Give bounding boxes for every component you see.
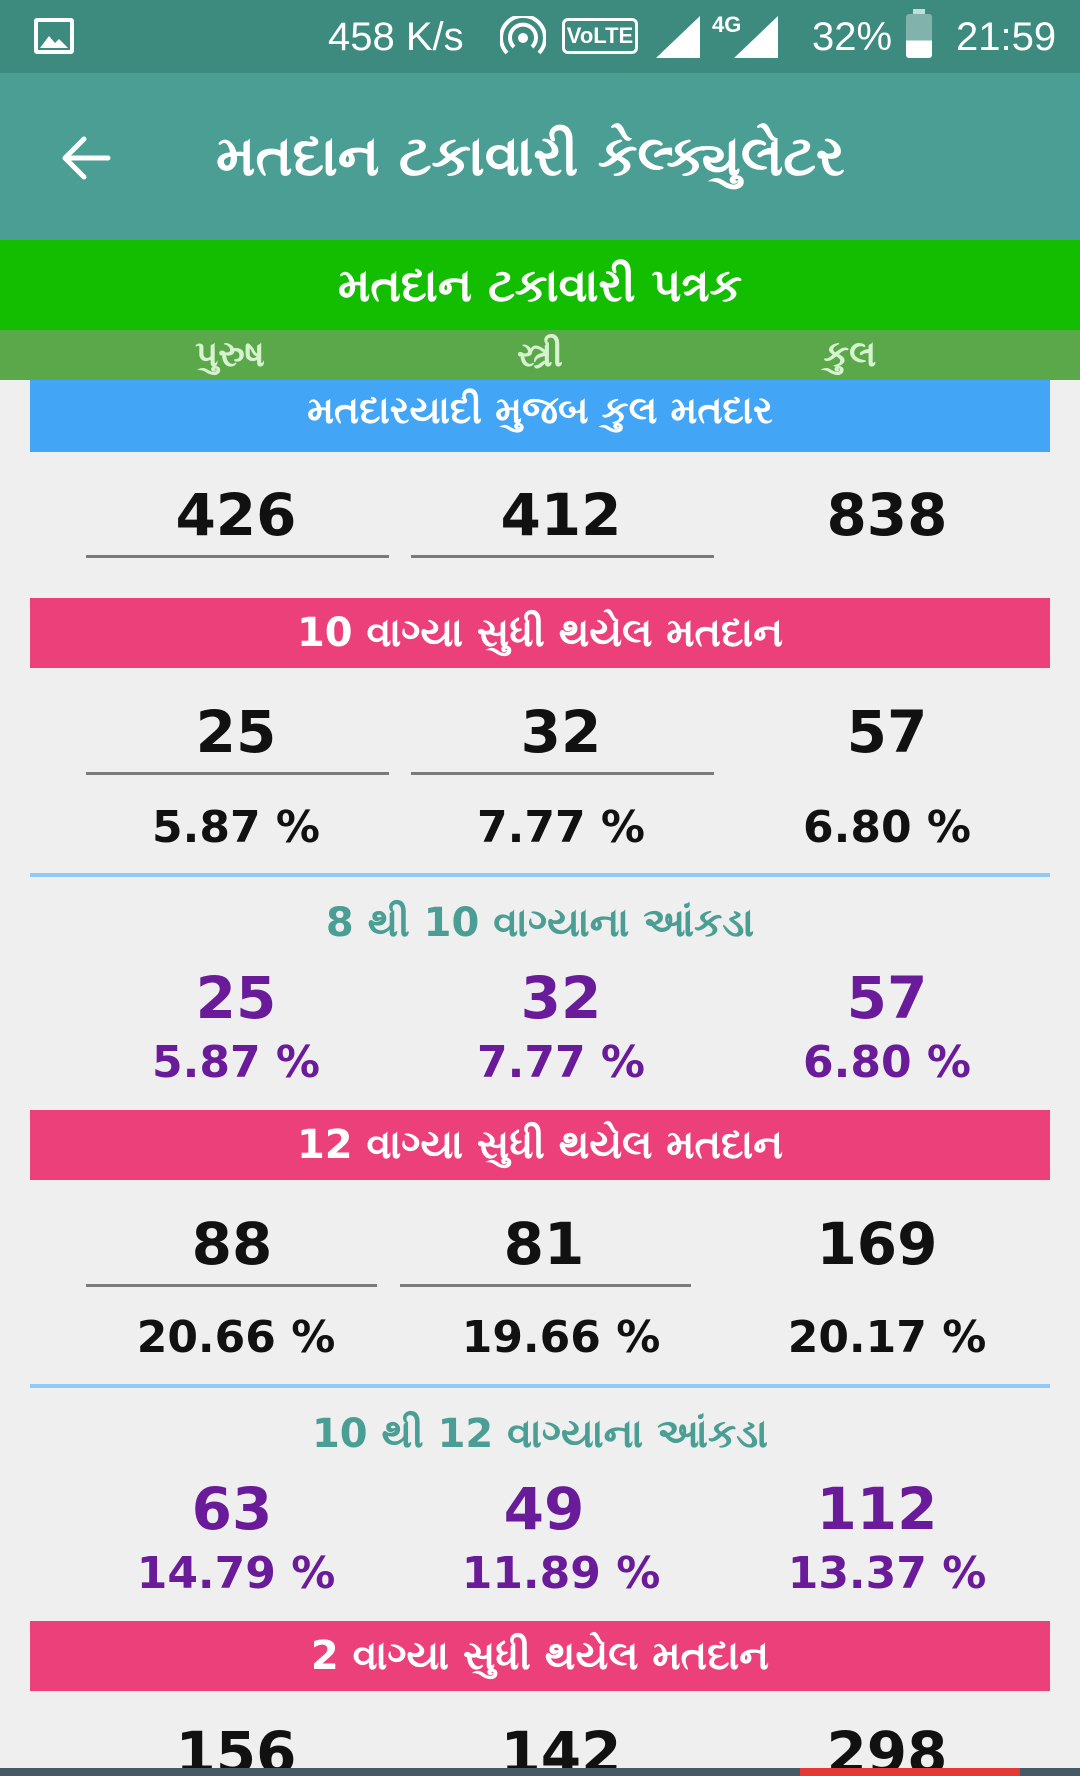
signal-sim1-icon — [656, 16, 700, 58]
slot-12-male-percent: 20.66 % — [136, 1312, 336, 1363]
slot-2-female[interactable]: 142 — [500, 1719, 622, 1776]
column-header: પુરુષ સ્ત્રી કુલ — [0, 330, 1080, 380]
volte-badge: VoLTE — [562, 18, 638, 54]
column-total: કુલ — [823, 334, 877, 375]
slot-12-diff-female-percent: 11.89 % — [461, 1548, 661, 1599]
app-title: મતદાન ટકાવારી કેલ્ક્યુલેટર — [216, 124, 845, 189]
slot-2-male[interactable]: 156 — [175, 1719, 297, 1776]
slot-10-diff-total: 57 — [846, 964, 928, 1032]
bottom-edge — [0, 1768, 1080, 1776]
section-divider — [30, 1384, 1050, 1388]
total-voters-female[interactable]: 412 — [500, 481, 622, 549]
column-female: સ્ત્રી — [517, 334, 563, 375]
slot-10-diff-title: 8 થી 10 વાગ્યાના આંકડા — [325, 900, 755, 946]
network-speed: 458 K/s — [328, 15, 464, 59]
male-input-underline — [86, 772, 389, 775]
status-bar: 458 K/s VoLTE 4G 32% 21:59 — [0, 0, 1080, 73]
clock: 21:59 — [956, 15, 1057, 59]
slot-10-male-percent: 5.87 % — [152, 802, 320, 853]
app-bar: મતદાન ટકાવારી કેલ્ક્યુલેટર — [0, 73, 1080, 240]
signal-sim2-icon — [734, 16, 778, 58]
slot-10-diff-male-percent: 5.87 % — [152, 1037, 320, 1088]
gallery-notification-icon — [34, 18, 74, 54]
slot-12-total-percent: 20.17 % — [787, 1312, 987, 1363]
slot-10-diff-total-percent: 6.80 % — [803, 1037, 971, 1088]
total-voters-banner: મતદારયાદી મુજબ કુલ મતદાર — [30, 380, 1050, 452]
slot-10-diff-male: 25 — [195, 964, 277, 1032]
female-input-underline — [411, 772, 714, 775]
slot-12-diff-title: 10 થી 12 વાગ્યાના આંકડા — [311, 1411, 769, 1457]
male-input-underline — [86, 1284, 377, 1287]
slot-12-diff-male-percent: 14.79 % — [136, 1548, 336, 1599]
hotspot-icon — [500, 16, 546, 55]
slot-12-female-percent: 19.66 % — [461, 1312, 661, 1363]
slot-12-diff-total-percent: 13.37 % — [787, 1548, 987, 1599]
slot-10-diff-female-percent: 7.77 % — [477, 1037, 645, 1088]
sheet-title: મતદાન ટકાવારી પત્રક — [0, 240, 1080, 330]
slot-2-total: 298 — [826, 1719, 948, 1776]
slot-10-banner: 10 વાગ્યા સુધી થયેલ મતદાન — [30, 598, 1050, 668]
slot-12-male[interactable]: 88 — [191, 1210, 273, 1278]
male-input-underline — [86, 555, 389, 558]
slot-10-female-percent: 7.77 % — [477, 802, 645, 853]
slot-12-diff-total: 112 — [816, 1475, 938, 1543]
slot-10-male[interactable]: 25 — [195, 698, 277, 766]
slot-12-total: 169 — [816, 1210, 938, 1278]
slot-12-diff-female: 49 — [503, 1475, 585, 1543]
total-voters-total: 838 — [826, 481, 948, 549]
slot-12-female[interactable]: 81 — [503, 1210, 585, 1278]
slot-12-banner: 12 વાગ્યા સુધી થયેલ મતદાન — [30, 1110, 1050, 1180]
slot-10-total: 57 — [846, 698, 928, 766]
slot-10-diff-female: 32 — [520, 964, 602, 1032]
section-divider — [30, 873, 1050, 877]
battery-percent: 32% — [812, 15, 893, 59]
female-input-underline — [400, 1284, 691, 1287]
back-arrow-icon[interactable] — [58, 131, 112, 185]
battery-icon — [906, 9, 932, 58]
slot-2-banner: 2 વાગ્યા સુધી થયેલ મતદાન — [30, 1621, 1050, 1691]
total-voters-male[interactable]: 426 — [175, 481, 297, 549]
network-type: 4G — [712, 12, 742, 37]
slot-10-female[interactable]: 32 — [520, 698, 602, 766]
column-male: પુરુષ — [195, 334, 265, 375]
slot-10-total-percent: 6.80 % — [803, 802, 971, 853]
slot-12-diff-male: 63 — [191, 1475, 273, 1543]
female-input-underline — [411, 555, 714, 558]
